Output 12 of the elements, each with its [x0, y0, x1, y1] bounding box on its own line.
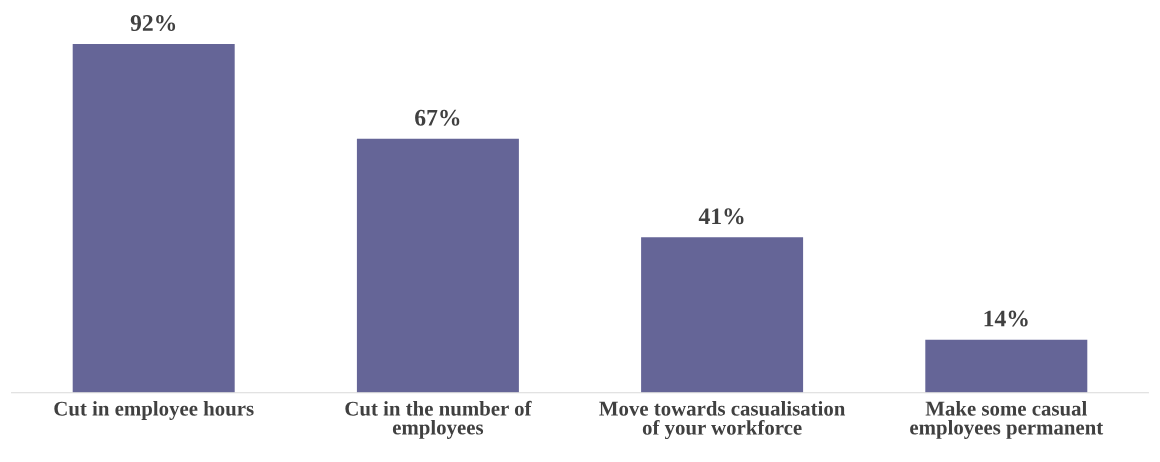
- data-label: 14%: [984, 310, 1028, 327]
- x-tick-label: Make some casual employees permanent: [910, 401, 1104, 439]
- x-tick-label: Cut in employee hours: [54, 401, 254, 420]
- data-label: 41%: [698, 208, 744, 225]
- x-tick-label: Cut in the number of employees: [345, 400, 532, 439]
- bar: [925, 339, 1088, 393]
- data-label: 92%: [130, 15, 176, 32]
- bar: [356, 138, 519, 393]
- bar: [72, 44, 235, 393]
- x-tick-label: Move towards casualisation of your workforce: [599, 401, 846, 440]
- data-label: 67%: [415, 109, 460, 126]
- bar: [641, 237, 804, 393]
